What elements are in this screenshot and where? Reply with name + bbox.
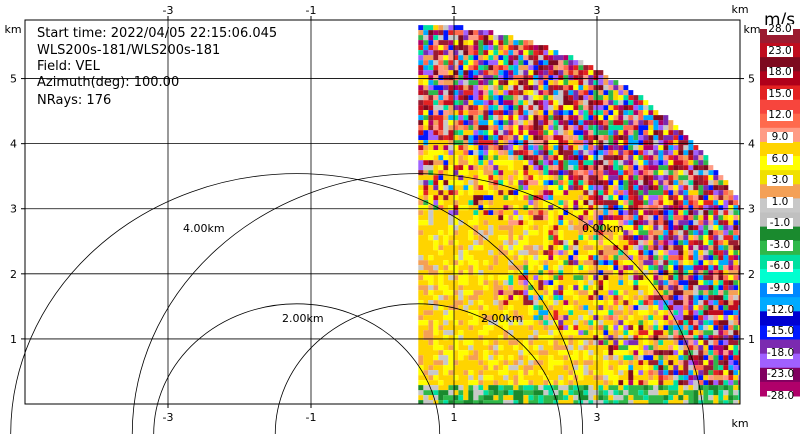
x-tick-label-top: 3 xyxy=(594,4,601,17)
velocity-cells xyxy=(418,30,740,386)
y-tick-label-right: 5 xyxy=(748,73,755,86)
x-unit-label-bottom: km xyxy=(731,417,748,430)
range-ring xyxy=(131,173,705,435)
colorbar-label: -6.0 xyxy=(767,261,793,273)
range-ring xyxy=(274,303,562,435)
velocity-cells xyxy=(418,30,740,386)
x-tick-label: 1 xyxy=(451,411,458,424)
range-ring xyxy=(153,303,441,435)
plot-frame xyxy=(24,19,741,405)
y-tick-label: 3 xyxy=(10,203,17,216)
info-azimuth: Azimuth(deg): 100.00 xyxy=(37,75,180,90)
colorbar-label: -18.0 xyxy=(767,346,795,359)
colorbar-label: -23.0 xyxy=(767,368,795,381)
colorbar-label: 12.0 xyxy=(767,109,793,122)
colorbar-label: -3.0 xyxy=(767,239,793,251)
colorbar-label: -28.0 xyxy=(767,390,795,402)
colorbar-swatch xyxy=(760,184,800,199)
y-tick-label: 5 xyxy=(10,73,17,86)
colorbar-swatch xyxy=(760,141,800,157)
x-tick-label-top: -3 xyxy=(163,4,174,17)
colorbar xyxy=(760,29,800,397)
x-tick-label-top: 1 xyxy=(451,4,458,17)
y-tick-label: 1 xyxy=(10,333,17,346)
info-start-time: Start time: 2022/04/05 22:15:06.045 xyxy=(37,26,278,41)
axis-ticks: -3 -3 -1 -1 1 1 3 3 1 1 2 2 3 3 4 4 5 5 km km km km xyxy=(4,3,760,430)
colorbar-label: 6.0 xyxy=(767,153,793,165)
x-tick-label: -1 xyxy=(306,411,317,424)
colorbar-label: 1.0 xyxy=(767,196,793,208)
y-tick-label: 4 xyxy=(10,138,17,151)
colorbar-label: 9.0 xyxy=(767,131,793,143)
range-ring xyxy=(10,173,584,435)
range-rings: 2.00km 4.00km 2.00km 0.00km xyxy=(10,173,705,435)
colorbar-label: 23.0 xyxy=(767,44,793,57)
grid-lines xyxy=(25,20,740,404)
colorbar-swatch xyxy=(760,226,800,242)
info-field: Field: VEL xyxy=(37,59,100,74)
info-nrays: NRays: 176 xyxy=(37,93,112,108)
y-tick-label-right: 1 xyxy=(748,333,755,346)
colorbar-label: 3.0 xyxy=(767,175,793,187)
x-tick-label-top: -1 xyxy=(306,4,317,17)
colorbar-label: -15.0 xyxy=(767,325,795,338)
velocity-cells xyxy=(418,25,740,386)
velocity-cells xyxy=(418,40,740,386)
velocity-cells xyxy=(418,25,740,404)
colorbar-label: -12.0 xyxy=(767,303,795,316)
info-instrument: WLS200s-181/WLS200s-181 xyxy=(37,43,221,58)
range-ring-label: 4.00km xyxy=(183,222,225,235)
range-ring-label: 2.00km xyxy=(282,312,324,325)
colorbar-label: -9.0 xyxy=(767,283,793,295)
y-tick-label-right: 3 xyxy=(748,203,755,216)
colorbar-label: 15.0 xyxy=(767,87,793,100)
range-ring-label: 2.00km xyxy=(481,312,523,325)
x-tick-label: -3 xyxy=(163,411,174,424)
colorbar-swatch xyxy=(760,268,800,284)
y-tick-label-right: 4 xyxy=(748,138,755,151)
y-unit-label-right: km xyxy=(743,23,760,36)
colorbar-label: -1.0 xyxy=(767,218,793,230)
x-tick-label: 3 xyxy=(594,411,601,424)
range-ring-label: 0.00km xyxy=(582,222,624,235)
velocity-cells xyxy=(418,30,740,386)
y-unit-label-left: km xyxy=(4,23,21,36)
colorbar-label: 18.0 xyxy=(767,66,793,79)
x-unit-label-top: km xyxy=(731,3,748,16)
velocity-cells xyxy=(418,35,740,404)
y-tick-label-right: 2 xyxy=(748,268,755,281)
y-tick-label: 2 xyxy=(10,268,17,281)
colorbar-label: 28.0 xyxy=(767,23,793,35)
velocity-field xyxy=(418,25,740,404)
